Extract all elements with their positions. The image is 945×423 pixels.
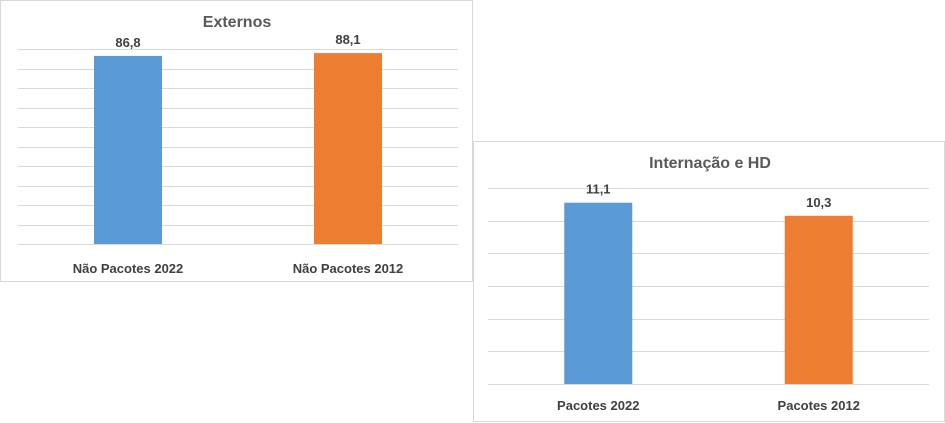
x-tick-label: Não Pacotes 2012	[293, 261, 404, 276]
chart-title: Internação e HD	[649, 155, 771, 172]
data-label: 86,8	[115, 35, 140, 50]
x-tick-label: Pacotes 2022	[557, 398, 639, 413]
chart-internacao-hd: Internação e HD 11,1 Pacotes 2022 10,3 Paco…	[473, 141, 945, 422]
chart-externos: Externos 86,8 Não Pacotes 2022 88,1 Não Pac…	[0, 0, 473, 282]
bar-2	[784, 215, 853, 384]
bar-1	[94, 55, 162, 244]
x-tick-label: Não Pacotes 2022	[73, 261, 184, 276]
data-label: 11,1	[586, 182, 611, 197]
x-tick-label: Pacotes 2012	[778, 398, 860, 413]
data-label: 10,3	[806, 195, 831, 210]
data-label: 88,1	[335, 32, 360, 47]
bar-1	[564, 202, 633, 384]
chart-internacao-hd-svg: Internação e HD 11,1 Pacotes 2022 10,3 Paco…	[488, 155, 929, 413]
chart-externos-svg: Externos 86,8 Não Pacotes 2022 88,1 Não Pac…	[18, 14, 458, 276]
chart-title: Externos	[203, 14, 272, 31]
bar-2	[314, 53, 382, 244]
